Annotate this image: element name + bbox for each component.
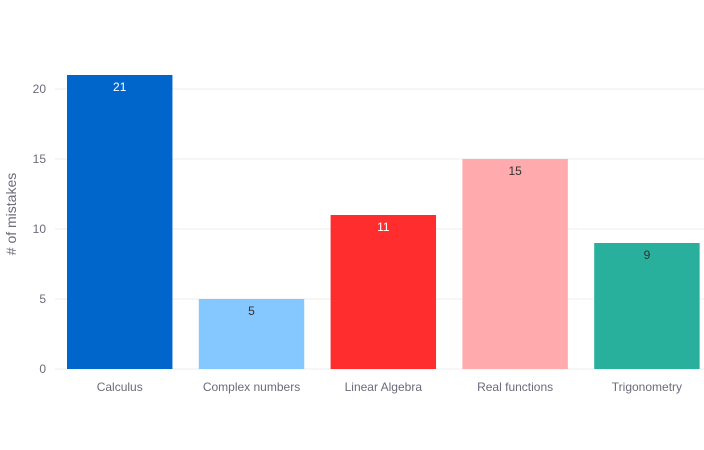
y-tick-label: 20 xyxy=(33,82,47,96)
bar-3 xyxy=(462,159,568,369)
bar-0 xyxy=(67,75,173,369)
data-label-2: 11 xyxy=(377,220,390,234)
x-tick-label: Complex numbers xyxy=(203,380,300,394)
bar-2 xyxy=(330,215,437,369)
x-tick-label: Real functions xyxy=(477,380,553,394)
x-tick-label: Trigonometry xyxy=(612,380,682,394)
y-axis-ticks: 0 5 10 15 20 xyxy=(33,82,47,376)
data-label-3: 15 xyxy=(508,164,522,178)
bar-1 xyxy=(198,299,305,369)
data-labels: 21 5 11 15 9 xyxy=(113,80,651,318)
y-tick-label: 0 xyxy=(39,362,46,376)
y-tick-label: 15 xyxy=(33,152,47,166)
y-axis-title: # of mistakes xyxy=(3,173,19,255)
x-tick-label: Calculus xyxy=(97,380,143,394)
x-axis-ticks: Calculus Complex numbers Linear Algebra Rea… xyxy=(97,380,682,394)
y-tick-label: 10 xyxy=(33,222,47,236)
y-tick-label: 5 xyxy=(39,292,46,306)
data-label-0: 21 xyxy=(113,80,127,94)
bar-4 xyxy=(594,243,700,369)
bars xyxy=(67,75,700,369)
data-label-1: 5 xyxy=(248,304,255,318)
x-tick-label: Linear Algebra xyxy=(345,380,423,394)
data-label-4: 9 xyxy=(644,248,651,262)
